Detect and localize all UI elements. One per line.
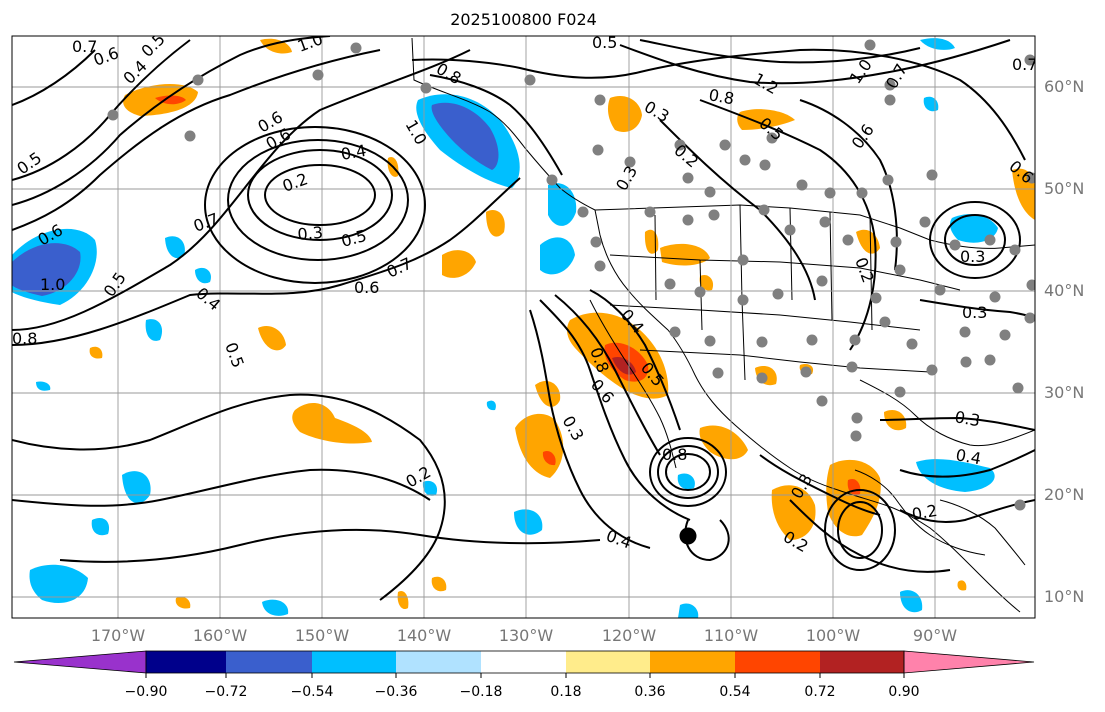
- lon-label: 110°W: [703, 626, 759, 645]
- colorbar: [13, 650, 1035, 678]
- contour-label: 0.8: [707, 85, 735, 108]
- colorbar-tick-label: 0.72: [804, 684, 836, 700]
- colorbar-tick-label: 0.90: [888, 684, 920, 700]
- contour-label: 0.3: [953, 407, 981, 430]
- contour-label: 1.0: [40, 275, 65, 294]
- colorbar-tick-label: −0.72: [204, 684, 248, 700]
- gridlines: [12, 36, 1035, 618]
- colorbar-tick-label: 0.54: [719, 684, 751, 700]
- lat-label: 20°N: [1044, 485, 1085, 504]
- storm-center-marker: [679, 527, 697, 545]
- colorbar-tick-label: −0.36: [374, 684, 418, 700]
- contour-label: 0.7: [72, 37, 97, 56]
- lon-label: 90°W: [912, 626, 958, 645]
- colorbar-tick-label: −0.18: [459, 684, 503, 700]
- colorbar-tick-label: 0.36: [634, 684, 666, 700]
- lon-label: 160°W: [192, 626, 248, 645]
- map-title: 2025100800 F024: [450, 10, 597, 29]
- map-frame: [11, 35, 1036, 619]
- contour-label: 0.3: [962, 303, 987, 322]
- colorbar-segment: [481, 651, 566, 673]
- station-markers: [107, 39, 1035, 511]
- contour-label: 0.4: [954, 445, 982, 468]
- colorbar-left-extension: [13, 650, 147, 674]
- colorbar-tick-label: −0.90: [124, 684, 168, 700]
- colorbar-segment: [650, 651, 735, 673]
- lon-label: 140°W: [396, 626, 452, 645]
- contour-label: 0.3: [960, 247, 985, 266]
- contour-label: 0.6: [354, 278, 379, 297]
- colorbar-tick-label: −0.54: [290, 684, 334, 700]
- colorbar-segment: [820, 651, 904, 673]
- lon-label: 170°W: [90, 626, 146, 645]
- contour-label: 0.7: [1012, 55, 1037, 74]
- lon-label: 130°W: [498, 626, 554, 645]
- contour-label: 0.2: [910, 501, 938, 524]
- colorbar-segment: [566, 651, 650, 673]
- contour-label: 0.8: [662, 445, 687, 464]
- colorbar-segment: [735, 651, 820, 673]
- colorbar-segment: [396, 651, 481, 673]
- colorbar-segment: [146, 651, 226, 673]
- colorbar-right-extension: [903, 650, 1035, 674]
- colorbar-segment: [226, 651, 312, 673]
- contour-label: 0.3: [297, 223, 324, 244]
- colorbar-segment: [312, 651, 396, 673]
- lat-label: 40°N: [1044, 281, 1085, 300]
- lat-label: 10°N: [1044, 587, 1085, 606]
- lon-label: 100°W: [805, 626, 861, 645]
- colorbar-tick-label: 0.18: [550, 684, 582, 700]
- lat-label: 50°N: [1044, 179, 1085, 198]
- contour-label: 0.5: [592, 33, 617, 52]
- lon-label: 120°W: [601, 626, 657, 645]
- contour-label: 0.8: [12, 329, 37, 348]
- lon-label: 150°W: [294, 626, 350, 645]
- contour-label: 0.4: [339, 141, 367, 164]
- lat-label: 60°N: [1044, 77, 1085, 96]
- lat-label: 30°N: [1044, 383, 1085, 402]
